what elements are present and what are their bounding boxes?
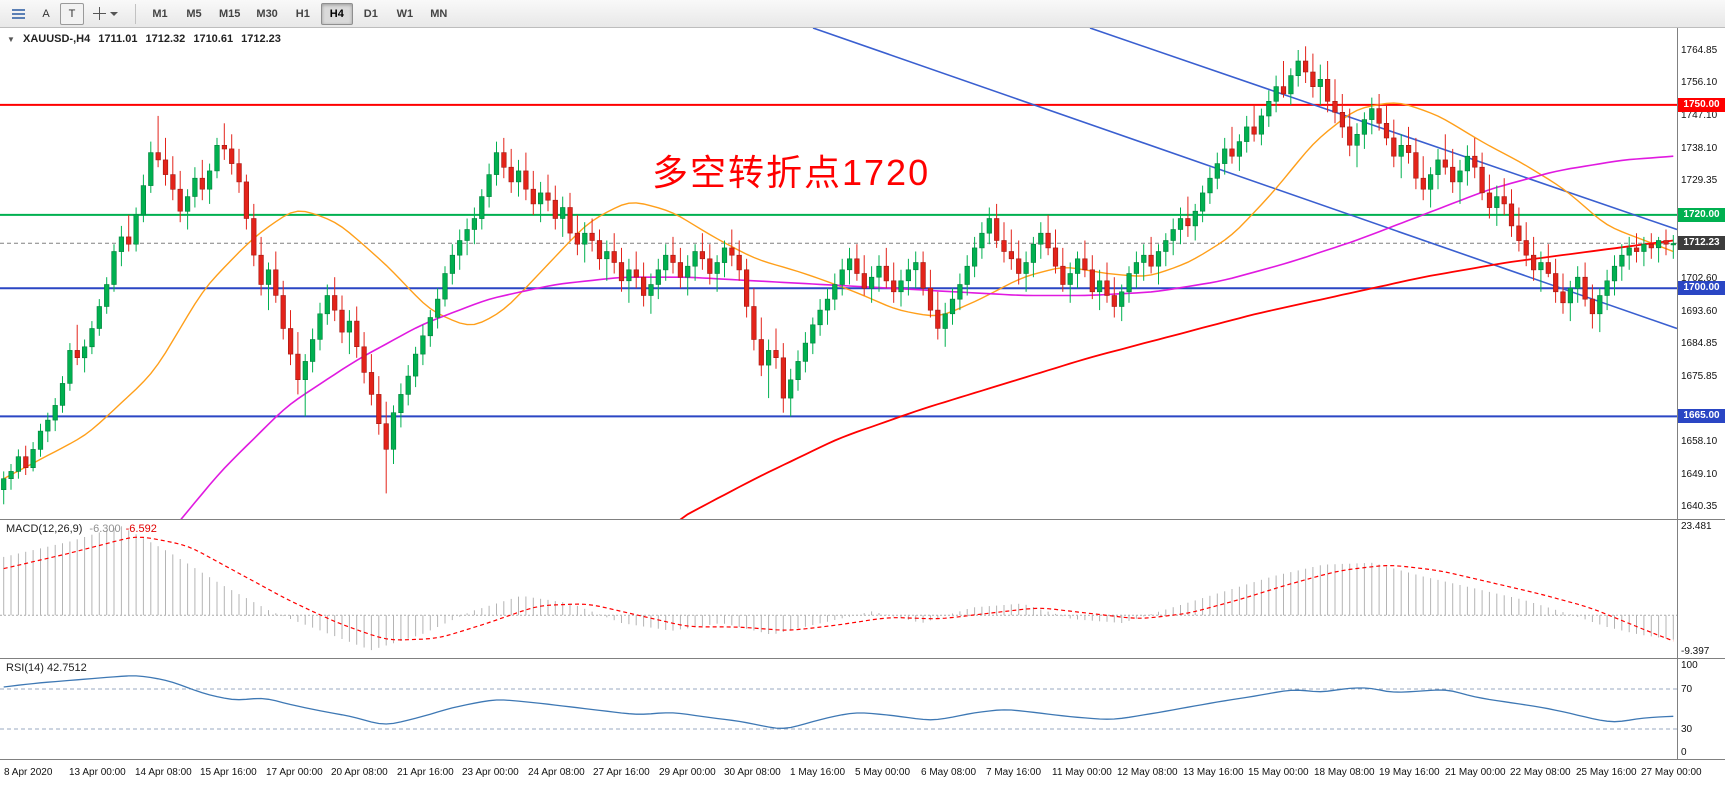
price-level-badge: 1712.23	[1678, 236, 1725, 250]
timeframe-d1-button[interactable]: D1	[363, 7, 378, 20]
crosshair-icon	[93, 7, 106, 20]
macd-main-value: -6.300	[89, 523, 121, 535]
macd-scale-label: 23.481	[1681, 521, 1712, 532]
timeframe-w1-button[interactable]: W1	[396, 7, 414, 20]
time-axis-label: 22 May 08:00	[1510, 767, 1571, 778]
price-tick-label: 1693.60	[1681, 306, 1718, 317]
rsi-scale-label: 30	[1681, 724, 1693, 735]
time-axis-label: 30 Apr 08:00	[724, 767, 781, 778]
timeframe-group: M1 M5 M15 M30 H1 H4 D1 W1 MN	[144, 2, 457, 25]
price-tick-label: 1658.10	[1681, 436, 1718, 447]
main-toolbar: A T M1 M5 M15 M30 H1 H4 D1 W1 MN	[0, 0, 1725, 28]
chart-windows-button[interactable]	[5, 3, 32, 25]
time-axis-label: 23 Apr 00:00	[462, 767, 519, 778]
price-tick-label: 1747.10	[1681, 110, 1718, 121]
time-axis-label: 17 Apr 00:00	[266, 767, 323, 778]
price-tick-label: 1764.85	[1681, 45, 1718, 56]
time-axis-label: 1 May 16:00	[790, 767, 846, 778]
price-chart-pane: ▼ XAUUSD-,H4 1711.01 1712.32 1710.61 171…	[0, 28, 1725, 519]
rsi-plot[interactable]	[0, 659, 1677, 759]
macd-signal-value: -6.592	[125, 523, 157, 535]
symbol-collapse-icon[interactable]: ▼	[7, 35, 15, 44]
rsi-indicator-label: RSI(14) 42.7512	[6, 662, 87, 674]
time-axis-label: 7 May 16:00	[986, 767, 1042, 778]
timeframe-m1-button[interactable]: M1	[152, 7, 168, 20]
macd-scale[interactable]: 23.481 -9.397	[1677, 520, 1725, 658]
cursor-arrow-button[interactable]: A	[34, 3, 58, 25]
timeframe-h1-button[interactable]: H1	[295, 7, 310, 20]
time-axis-label: 27 May 00:00	[1641, 767, 1702, 778]
price-level-badge: 1700.00	[1678, 281, 1725, 295]
time-axis-label: 14 Apr 08:00	[135, 767, 192, 778]
macd-indicator-label: MACD(12,26,9) -6.300 -6.592	[6, 523, 157, 535]
price-level-badge: 1665.00	[1678, 409, 1725, 423]
macd-scale-label: -9.397	[1681, 646, 1710, 657]
timeframe-m15-button[interactable]: M15	[219, 7, 241, 20]
time-axis-label: 13 May 16:00	[1183, 767, 1244, 778]
time-axis-label: 12 May 08:00	[1117, 767, 1178, 778]
time-axis-label: 18 May 08:00	[1314, 767, 1375, 778]
time-axis-label: 20 Apr 08:00	[331, 767, 388, 778]
macd-pane: MACD(12,26,9) -6.300 -6.592 23.481 -9.397	[0, 519, 1725, 658]
ohlc-open: 1711.01	[98, 33, 138, 45]
price-level-badge: 1750.00	[1678, 98, 1725, 112]
text-tool-button[interactable]: T	[60, 2, 84, 25]
dropdown-caret-icon	[110, 11, 118, 16]
time-axis-label: 21 Apr 16:00	[397, 767, 454, 778]
rsi-pane: RSI(14) 42.7512 100 70 30 0	[0, 658, 1725, 759]
price-scale[interactable]: 1764.85 1756.10 1747.10 1738.10 1729.35 1702.…	[1677, 28, 1725, 519]
price-tick-label: 1684.85	[1681, 338, 1718, 349]
time-axis-label: 6 May 08:00	[921, 767, 977, 778]
time-axis-label: 27 Apr 16:00	[593, 767, 650, 778]
price-tick-label: 1675.85	[1681, 371, 1718, 382]
ohlc-close: 1712.23	[241, 33, 281, 45]
time-axis-label: 29 Apr 00:00	[659, 767, 716, 778]
time-axis-label: 5 May 00:00	[855, 767, 911, 778]
time-axis-label: 8 Apr 2020	[4, 767, 53, 778]
chart-windows-icon	[12, 7, 25, 21]
crosshair-tool-button[interactable]	[86, 3, 125, 25]
timeframe-m30-button[interactable]: M30	[256, 7, 278, 20]
time-axis[interactable]: 8 Apr 2020 13 Apr 00:00 14 Apr 08:00 15 Apr…	[0, 759, 1725, 786]
rsi-value: 42.7512	[46, 662, 87, 674]
text-tool-label: T	[68, 7, 76, 20]
price-chart-plot[interactable]	[0, 28, 1677, 519]
macd-plot[interactable]	[0, 520, 1677, 658]
price-tick-label: 1649.10	[1681, 469, 1718, 480]
timeframe-mn-button[interactable]: MN	[430, 7, 448, 20]
time-axis-label: 11 May 00:00	[1052, 767, 1112, 778]
rsi-scale-label: 70	[1681, 684, 1693, 695]
rsi-scale[interactable]: 100 70 30 0	[1677, 659, 1725, 759]
time-axis-label: 19 May 16:00	[1379, 767, 1440, 778]
time-axis-label: 24 Apr 08:00	[528, 767, 585, 778]
symbol-info: ▼ XAUUSD-,H4 1711.01 1712.32 1710.61 171…	[7, 33, 286, 45]
rsi-scale-label: 100	[1681, 660, 1698, 671]
ohlc-low: 1710.61	[193, 33, 234, 45]
time-axis-label: 21 May 00:00	[1445, 767, 1506, 778]
rsi-name: RSI(14)	[6, 662, 44, 674]
time-axis-label: 15 Apr 16:00	[200, 767, 257, 778]
time-axis-label: 13 Apr 00:00	[69, 767, 126, 778]
price-tick-label: 1738.10	[1681, 143, 1718, 154]
cursor-arrow-label: A	[42, 7, 50, 20]
ohlc-high: 1712.32	[145, 33, 186, 45]
price-tick-label: 1640.35	[1681, 501, 1718, 512]
rsi-scale-label: 0	[1681, 747, 1687, 758]
toolbar-separator	[135, 3, 136, 24]
price-level-badge: 1720.00	[1678, 208, 1725, 222]
symbol-name: XAUUSD-,H4	[22, 33, 91, 45]
price-tick-label: 1702.60	[1681, 273, 1718, 284]
chart-annotation-text: 多空转折点1720	[652, 152, 931, 193]
time-axis-label: 25 May 16:00	[1576, 767, 1637, 778]
time-axis-label: 15 May 00:00	[1248, 767, 1309, 778]
macd-name: MACD(12,26,9)	[6, 523, 83, 535]
price-tick-label: 1729.35	[1681, 175, 1718, 186]
timeframe-h4-button[interactable]: H4	[320, 2, 353, 25]
timeframe-m5-button[interactable]: M5	[186, 7, 202, 20]
price-tick-label: 1756.10	[1681, 77, 1718, 88]
